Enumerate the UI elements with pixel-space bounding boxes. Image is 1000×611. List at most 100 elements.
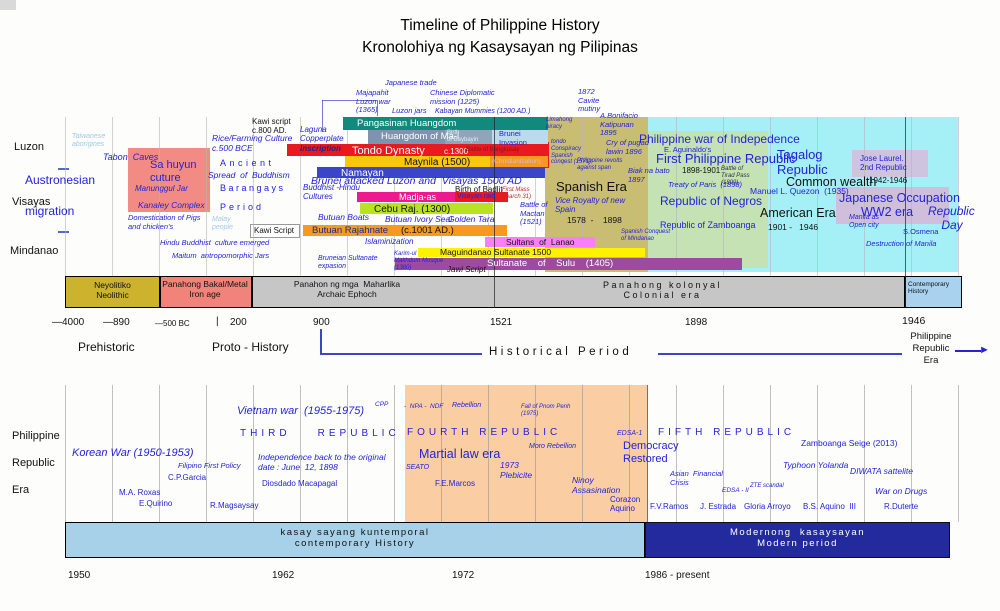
republic-of-negros: Republic of Negros: [660, 194, 763, 208]
band-iron-age: [160, 276, 252, 308]
gridline: [300, 117, 301, 276]
line-1946: [905, 117, 906, 308]
label-maynila-faint: (Christianization): [492, 158, 541, 165]
bar-visayan-raid: [455, 192, 508, 202]
bar-brunei-invasion: [492, 130, 548, 144]
migration: migration: [25, 204, 75, 218]
tick-1946: 1946: [902, 315, 926, 327]
barangays-label: Barangays: [220, 183, 286, 193]
bar-butuan-rajahnate: [303, 225, 507, 236]
bar-maguindanao: [418, 248, 645, 257]
typhoon-yolanda: Typhoon Yolanda: [783, 460, 849, 470]
laguna-copperplate: Laguna Copperplate: [300, 125, 344, 144]
dates-1898-1901: 1898-1901: [682, 166, 721, 175]
sahuyun-culture-block: [128, 148, 210, 212]
proto-history-label: Proto - History: [212, 340, 289, 354]
gridline: [159, 385, 160, 522]
gridline: [770, 117, 771, 276]
band-archaic-colonial: [252, 276, 905, 308]
gridline: [676, 385, 677, 522]
gridline: [347, 385, 348, 522]
vice-royalty: Vice Royalty of new Spain: [555, 196, 626, 215]
r-magsaysay: R.Magsaysay: [210, 501, 259, 510]
jawi-script: Jawi Script: [447, 265, 486, 274]
martial-law-era: Martial law era: [419, 447, 501, 461]
page-subtitle: Kronolohiya ng Kasaysayan ng Pilipinas: [362, 39, 638, 56]
aguinaldo: E. Aguinaldo's: [664, 145, 712, 154]
line-1986: [647, 385, 648, 522]
filipino-first-policy: Filipino First Policy: [178, 461, 241, 470]
domestication: Domestication of Pigs and chicken's: [128, 213, 201, 231]
fourth-republic-block: [405, 385, 647, 522]
band-label-archaic: Panahon ng mga Maharlika Archaic Ephoch: [293, 279, 401, 299]
republic-of-zamboanga: Republic of Zamboanga: [660, 220, 756, 230]
label-sultanate-sulu: Sultanate of Sulu (1405): [487, 258, 614, 269]
ninoy-assassination: Ninoy Assasination: [572, 475, 621, 495]
bar-pangasinan-huangdom: [343, 117, 548, 130]
plebicite-1973: 1973 Plebicite: [500, 460, 533, 480]
gridline: [817, 385, 818, 522]
label-birth-baybayin: Birth of Baybayin: [447, 130, 479, 143]
commonwealth: Common wealth: [786, 175, 877, 189]
tick-1521: 1521: [490, 317, 513, 328]
chinese-mission: Chinese Diplomatic mission (1225): [430, 88, 495, 106]
tondo-conspiracy: tondo Conspiracy Spanish conqest (1571): [551, 139, 592, 166]
spanish-era: Spanish Era: [556, 179, 627, 194]
manunggul-jar: Manunggul Jar: [135, 184, 188, 193]
bottom-row-label-3: Era: [12, 484, 30, 496]
cry-pugad-lawin: Cry of pugad lawin 1896: [606, 138, 649, 156]
label-visayan-raid: Visayan raid: [457, 193, 496, 200]
buddhist-hindu-cultures: Buddhist -Hindu Cultures: [303, 183, 360, 202]
gridline: [958, 117, 959, 276]
period-line-vertical: [320, 329, 322, 355]
prehistoric-label: Prehistoric: [78, 340, 135, 354]
tick-900: 900: [313, 317, 330, 328]
edsa-1: EDSA-1: [617, 430, 643, 437]
cavite-mutiny: 1872 Cavite mutiny: [578, 87, 601, 114]
bar-maynila-late: [490, 156, 548, 167]
sa-huyun-culture: Sa huyun cuture: [150, 159, 197, 184]
manila-open-city: Manila as Open city: [849, 214, 879, 229]
limahong-piracy: Limahong piracy: [546, 117, 573, 130]
tick-500bc: —500 BC: [155, 319, 190, 328]
ancient-label: Ancient: [220, 158, 275, 168]
period-line-right: [658, 353, 902, 355]
bar-maynila: [345, 156, 490, 167]
philippine-revolts: Philippine revolts against span: [577, 158, 623, 171]
kabayan-mummies: Kabayan Mummies (1200 AD.): [435, 108, 531, 115]
manuel-quezon: Manuel L. Quezon (1935): [750, 186, 849, 196]
war-on-drugs: War on Drugs: [875, 486, 928, 496]
philippine-republic-era-label: Philippine Republic Era: [910, 331, 952, 366]
kanaley-complex: Kanaley Complex: [138, 200, 205, 210]
j-estrada: J. Estrada: [700, 502, 737, 511]
hindu-buddhist-culture: Hindu Buddhist culture emerged: [160, 238, 270, 247]
biak-na-bato: Biak na bato 1897: [628, 166, 670, 184]
label-sultans-lanao: Sultans of Lanao: [506, 237, 575, 247]
rebellion: Rebellion: [452, 402, 482, 409]
gridline: [65, 385, 66, 522]
label-maguindanao: Maguindanao Sultanate 1500: [440, 247, 552, 257]
bottom-band-label-modern: Modernong kasaysayan Modern period: [729, 527, 865, 549]
gridline: [347, 117, 348, 276]
gridline: [817, 117, 818, 276]
gridline: [535, 385, 536, 522]
gridline: [629, 117, 630, 276]
ww2-era: WW2 era: [861, 205, 914, 219]
seato: SEATO: [406, 464, 430, 471]
label-butuan-rajahnate: Butuan Rajahnate: [312, 225, 389, 236]
spread-buddhism: Spread of Buddhism: [208, 170, 290, 180]
butuan-ivory-seal: Butuan Ivory Seal: [385, 214, 453, 224]
gridline: [112, 385, 113, 522]
bs-aquino: B.S. Aquino III: [803, 502, 856, 511]
japanese-trade: Japanese trade: [385, 78, 437, 87]
golden-tara: Golden Tara: [448, 214, 495, 224]
fourth-republic: FOURTH REPUBLIC: [407, 427, 562, 438]
tabon-caves: Tabon Caves: [103, 152, 159, 162]
r-duterte: R.Duterte: [884, 502, 919, 511]
first-republic-block: [648, 131, 768, 268]
bruneian-expansion: Bruneian Sultanate expasion: [318, 255, 378, 270]
line-1521: [494, 117, 495, 308]
gridline: [535, 117, 536, 276]
edsa-2: EDSA - II: [722, 487, 749, 494]
gridline: [723, 117, 724, 276]
